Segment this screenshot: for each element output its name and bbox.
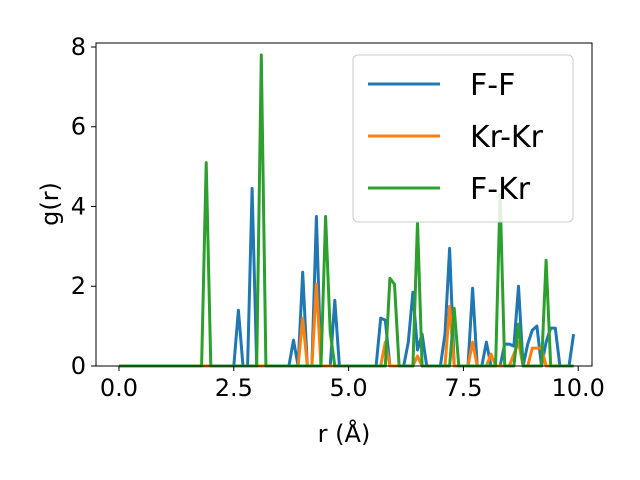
- y-tick-label: 6: [71, 113, 86, 141]
- legend-label-f-kr: F-Kr: [470, 172, 531, 207]
- legend: F-F Kr-Kr F-Kr: [352, 54, 574, 223]
- legend-label-kr-kr: Kr-Kr: [470, 120, 544, 155]
- x-axis-ticks: 0.0 2.5 5.0 7.5 10.0: [100, 366, 605, 402]
- legend-box: [352, 54, 574, 223]
- x-axis-label: r (Å): [318, 419, 371, 448]
- y-tick-label: 4: [71, 192, 86, 220]
- x-tick-label: 7.5: [444, 374, 482, 402]
- x-tick-label: 10.0: [552, 374, 605, 402]
- y-tick-label: 0: [71, 352, 86, 380]
- y-tick-label: 2: [71, 272, 86, 300]
- y-tick-label: 8: [71, 33, 86, 61]
- x-tick-label: 5.0: [330, 374, 368, 402]
- y-axis-label: g(r): [36, 182, 64, 226]
- x-tick-label: 2.5: [215, 374, 253, 402]
- y-axis-ticks: 0 2 4 6 8: [71, 33, 96, 380]
- legend-label-f-f: F-F: [470, 68, 515, 103]
- x-tick-label: 0.0: [100, 374, 138, 402]
- axes-frame: [95, 42, 593, 367]
